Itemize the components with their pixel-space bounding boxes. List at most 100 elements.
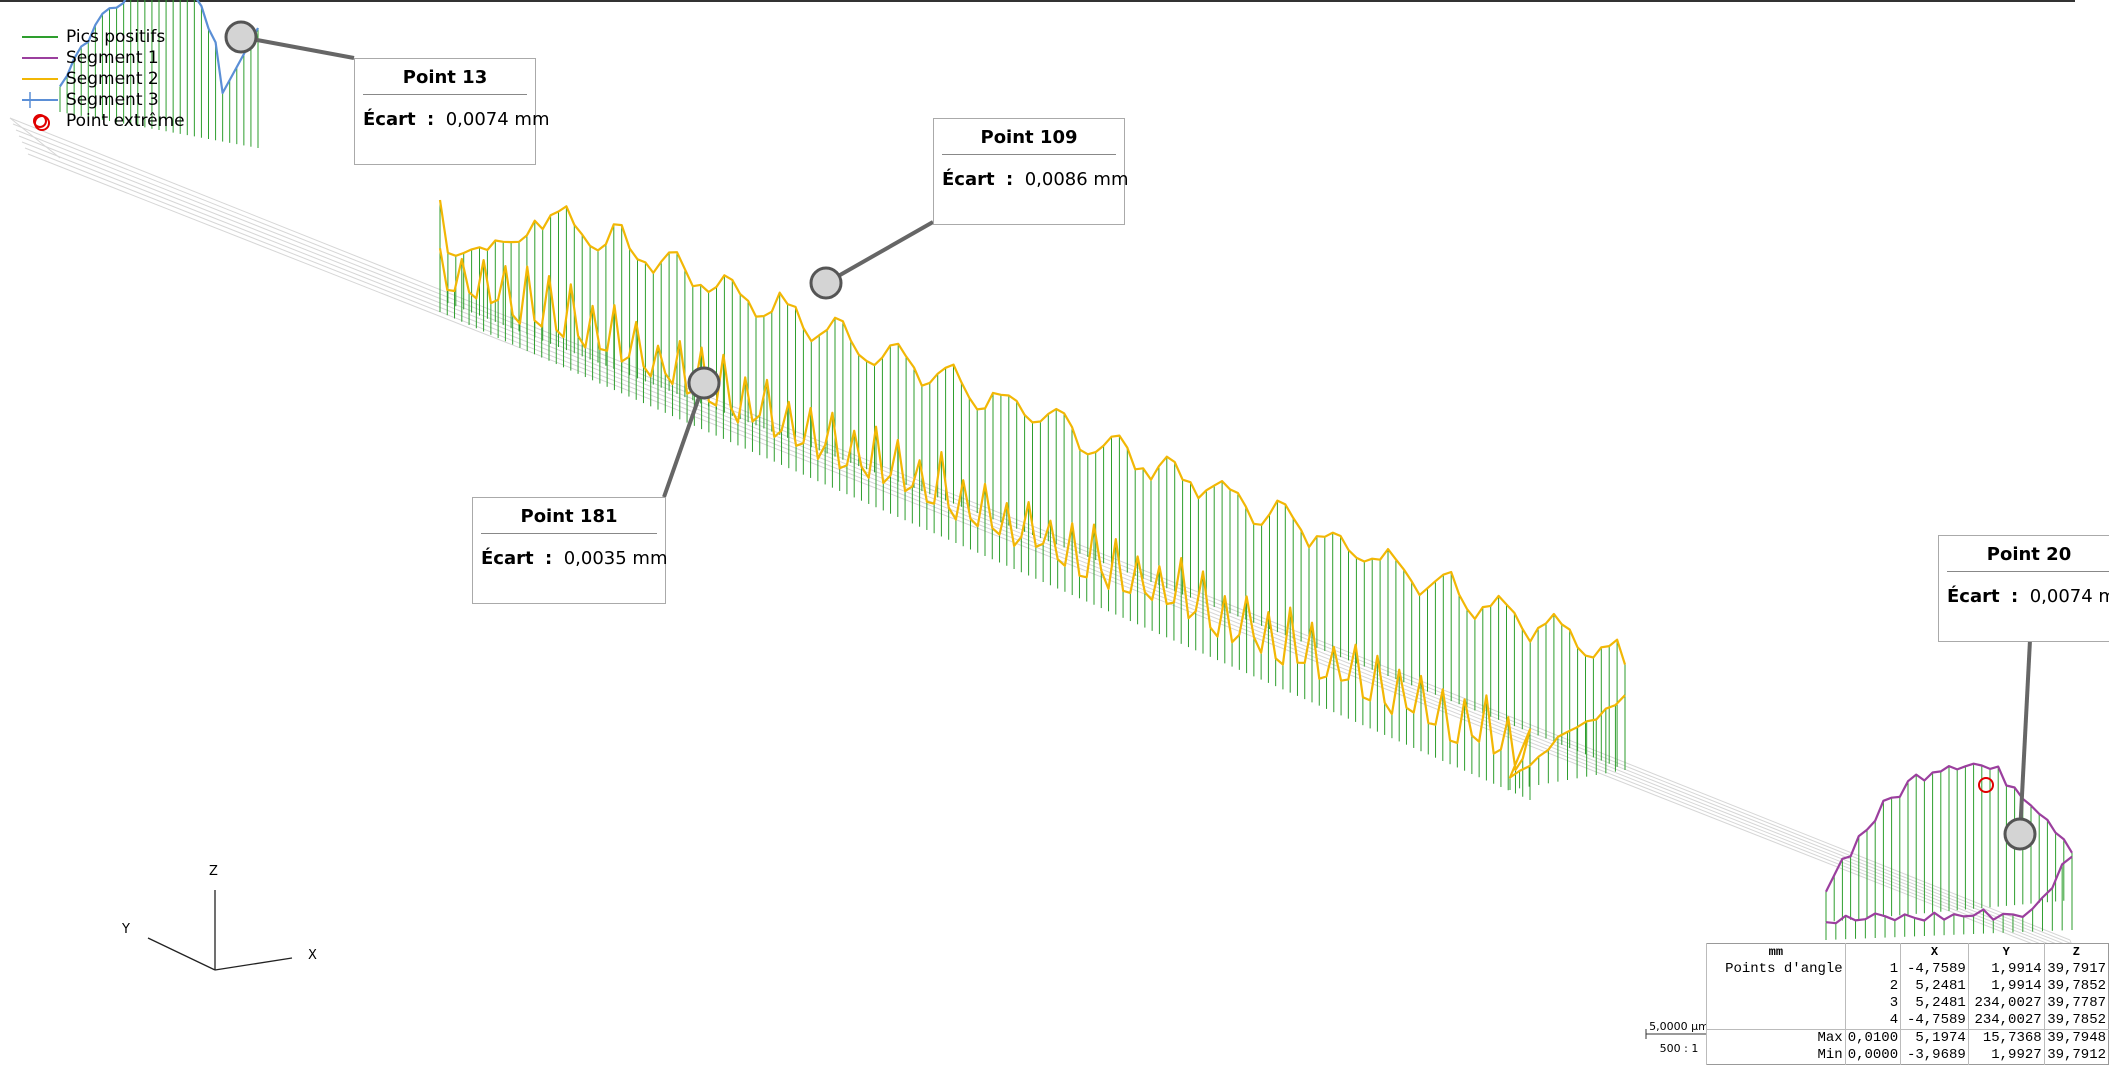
blue-line-icon: [22, 91, 58, 108]
table-row: 4 -4,7589 234,0027 39,7852: [1706, 1012, 2109, 1030]
grid-line: [18, 135, 2074, 951]
callout-label: Écart: [481, 548, 534, 569]
legend-item-point-extreme: Point extrême: [20, 110, 185, 131]
table-cell: 5,1974: [1900, 1029, 1969, 1047]
table-body: Points d'angle 1 -4,7589 1,9914 39,7917 2 5,24…: [1706, 961, 2109, 1065]
callout-value: 0,0074 mm: [445, 109, 550, 130]
marker-point-13: [224, 20, 258, 54]
callout-point-20: Point 20 Écart : 0,0074 mm: [1938, 535, 2109, 642]
table-cell: [1706, 1012, 1846, 1030]
table-row: Max 0,0100 5,1974 15,7368 39,7948: [1706, 1029, 2109, 1047]
table-cell: 5,2481: [1900, 978, 1969, 995]
table-cell: Min: [1706, 1047, 1846, 1065]
callout-row: Écart : 0,0074 mm: [363, 109, 549, 130]
callout-label: Écart: [942, 169, 995, 190]
table-cell: 4: [1844, 1012, 1901, 1030]
scale-ratio: 500 : 1: [1659, 1042, 1699, 1055]
axis-triad: [147, 890, 293, 971]
callout-value: 0,0035 mm: [563, 548, 668, 569]
table-cell: 234,0027: [1967, 995, 2045, 1012]
z-axis-label: Z: [209, 864, 218, 879]
leader-line: [240, 35, 355, 60]
table-cell: -3,9689: [1900, 1047, 1969, 1065]
table-cell: 234,0027: [1967, 1012, 2045, 1030]
table-cell: 39,7917: [2043, 961, 2109, 978]
table-header: [1844, 943, 1901, 961]
legend: Pics positifs Segment 1 Segment 2 Segmen…: [20, 26, 185, 131]
red-circle-icon: [33, 113, 47, 128]
table-cell: 1,9927: [1967, 1047, 2045, 1065]
table-cell: Max: [1706, 1029, 1846, 1047]
callout-label: Écart: [363, 109, 416, 130]
callout-title: Point 109: [942, 127, 1116, 155]
table-cell: Points d'angle: [1706, 961, 1846, 978]
table-cell: -4,7589: [1900, 961, 1969, 978]
marker-point-181: [687, 366, 721, 400]
legend-item-segment-1: Segment 1: [20, 47, 185, 68]
marker-point-20: [2003, 817, 2037, 851]
yellow-line-icon: [22, 77, 58, 80]
legend-label: Pics positifs: [66, 26, 166, 47]
table-cell: 5,2481: [1900, 995, 1969, 1012]
green-line-icon: [22, 35, 58, 38]
top-border: [0, 0, 2075, 2]
leader-line: [825, 220, 934, 285]
callout-row: Écart : 0,0074 mm: [1947, 586, 2109, 607]
marker-point-109: [809, 266, 843, 300]
legend-item-segment-3: Segment 3: [20, 89, 185, 110]
callout-title: Point 13: [363, 67, 527, 95]
grid-line: [27, 153, 2077, 962]
extreme-point-marker: [1978, 777, 1994, 793]
callout-sep: :: [2011, 586, 2019, 607]
purple-line-icon: [22, 56, 58, 59]
table-cell: 1,9914: [1967, 961, 2045, 978]
callout-value: 0,0074 mm: [2029, 586, 2109, 607]
grid-line: [9, 117, 61, 159]
table-cell: 0,0100: [1844, 1029, 1901, 1047]
annotation-markers: [34, 20, 2037, 999]
table-cell: 3: [1844, 995, 1901, 1012]
y-axis-label: Y: [122, 922, 130, 937]
callout-title: Point 181: [481, 506, 657, 534]
table-cell: [1706, 978, 1846, 995]
grid-line: [21, 141, 2075, 955]
coordinates-table: mm X Y Z Points d'angle 1 -4,7589 1,9914 39,…: [1706, 943, 2109, 1065]
callout-row: Écart : 0,0086 mm: [942, 169, 1128, 190]
table-cell: 39,7852: [2043, 1012, 2109, 1030]
segment-3-curve: [59, 0, 259, 95]
segment-2-upper-curve: [438, 199, 1627, 665]
legend-label: Segment 3: [66, 89, 159, 110]
callout-point-13: Point 13 Écart : 0,0074 mm: [354, 58, 549, 165]
callout-sep: :: [1006, 169, 1014, 190]
table-cell: 39,7852: [2043, 978, 2109, 995]
table-cell: 39,7948: [2043, 1029, 2109, 1047]
positive-peak-stems: [59, 0, 2073, 940]
table-cell: [1706, 995, 1846, 1012]
callout-point-109: Point 109 Écart : 0,0086 mm: [933, 118, 1128, 225]
legend-label: Segment 2: [66, 68, 159, 89]
leader-line: [2018, 639, 2032, 835]
x-axis-label: X: [308, 948, 317, 963]
table-cell: 1: [1844, 961, 1901, 978]
legend-label: Point extrême: [66, 110, 185, 131]
table-cell: 2: [1844, 978, 1901, 995]
table-row: Min 0,0000 -3,9689 1,9927 39,7912: [1706, 1047, 2109, 1065]
callout-sep: :: [427, 109, 435, 130]
grid-line: [12, 123, 2072, 944]
callout-title: Point 20: [1947, 544, 2109, 572]
table-cell: 1,9914: [1967, 978, 2045, 995]
legend-label: Segment 1: [66, 47, 159, 68]
callout-point-181: Point 181 Écart : 0,0035 mm: [472, 497, 668, 604]
callout-label: Écart: [1947, 586, 2000, 607]
table-cell: 15,7368: [1967, 1029, 2045, 1047]
legend-item-segment-2: Segment 2: [20, 68, 185, 89]
table-header: mm: [1706, 943, 1846, 961]
table-row: 2 5,2481 1,9914 39,7852: [1706, 978, 2109, 995]
table-cell: 39,7787: [2043, 995, 2109, 1012]
segment-2-lower-curve: [438, 248, 1626, 779]
leader-line: [662, 382, 706, 498]
callout-sep: :: [545, 548, 553, 569]
table-header-row: mm X Y Z: [1706, 943, 2109, 961]
table-header: X: [1900, 943, 1969, 961]
